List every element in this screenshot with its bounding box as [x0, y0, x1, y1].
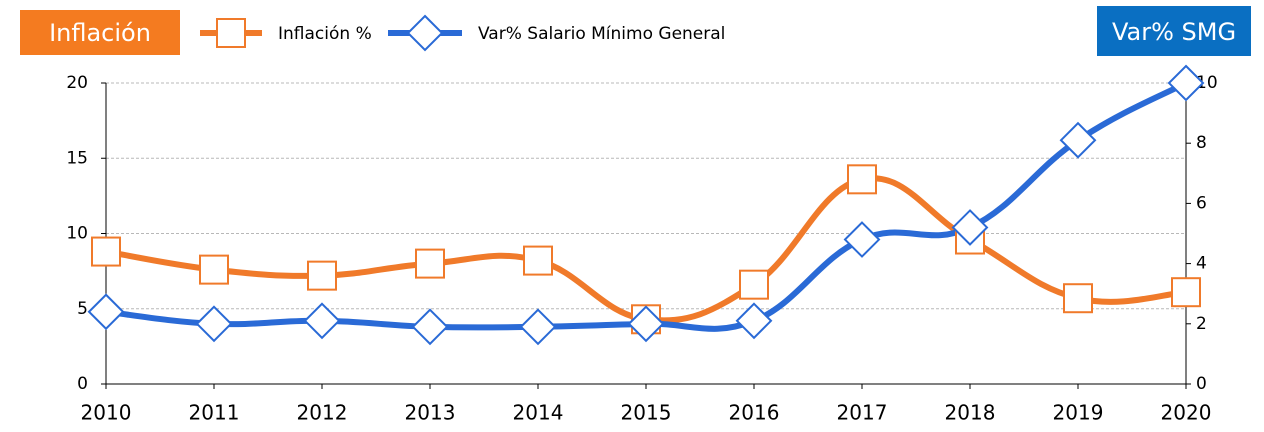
marker	[951, 209, 989, 246]
marker	[415, 248, 445, 279]
x-tick-label: 2014	[513, 401, 564, 425]
marker	[523, 245, 553, 276]
y-tick-label: 5	[77, 299, 88, 319]
marker	[307, 260, 337, 291]
marker	[1171, 277, 1201, 308]
x-tick-label: 2012	[297, 401, 348, 425]
marker	[1059, 121, 1097, 159]
marker	[843, 221, 881, 258]
annotation: Inflación	[49, 19, 151, 47]
y2-tick-label: 2	[1196, 314, 1207, 334]
legend-label: Inflación %	[278, 24, 372, 44]
x-tick-label: 2018	[945, 401, 996, 425]
y-tick-label: 20	[66, 73, 88, 93]
marker	[87, 293, 125, 331]
marker	[735, 302, 773, 340]
y2-tick-label: 0	[1196, 374, 1207, 394]
series-line	[105, 80, 1188, 332]
y2-tick-label: 4	[1196, 254, 1207, 274]
marker	[739, 269, 769, 300]
marker	[195, 305, 233, 343]
y2-tick-label: 6	[1196, 193, 1207, 213]
marker	[411, 308, 449, 346]
legend-label: Var% Salario Mínimo General	[478, 24, 725, 44]
annotation-box	[1097, 6, 1251, 56]
x-tick-label: 2019	[1053, 401, 1104, 425]
annotation: Var% SMG	[1112, 18, 1236, 46]
series-line	[105, 175, 1187, 324]
marker	[91, 236, 121, 267]
y-tick-label: 10	[66, 224, 88, 244]
x-tick-label: 2011	[189, 401, 240, 425]
x-tick-label: 2013	[405, 401, 456, 425]
x-tick-label: 2017	[837, 401, 888, 425]
y-tick-label: 0	[77, 374, 88, 394]
x-tick-label: 2015	[621, 401, 672, 425]
marker	[1063, 283, 1093, 314]
marker	[1167, 64, 1205, 102]
x-tick-label: 2016	[729, 401, 780, 425]
marker	[303, 302, 341, 340]
x-tick-label: 2010	[81, 401, 132, 425]
legend-marker	[216, 18, 246, 48]
marker	[627, 305, 665, 343]
x-tick-label: 2020	[1161, 401, 1212, 425]
marker	[519, 308, 557, 346]
y2-tick-label: 8	[1196, 133, 1207, 153]
annotation-box	[20, 10, 180, 55]
y2-tick-label: 10	[1196, 73, 1218, 93]
y-tick-label: 15	[66, 148, 88, 168]
marker	[847, 164, 877, 195]
marker	[199, 254, 229, 285]
legend-marker	[406, 14, 444, 52]
